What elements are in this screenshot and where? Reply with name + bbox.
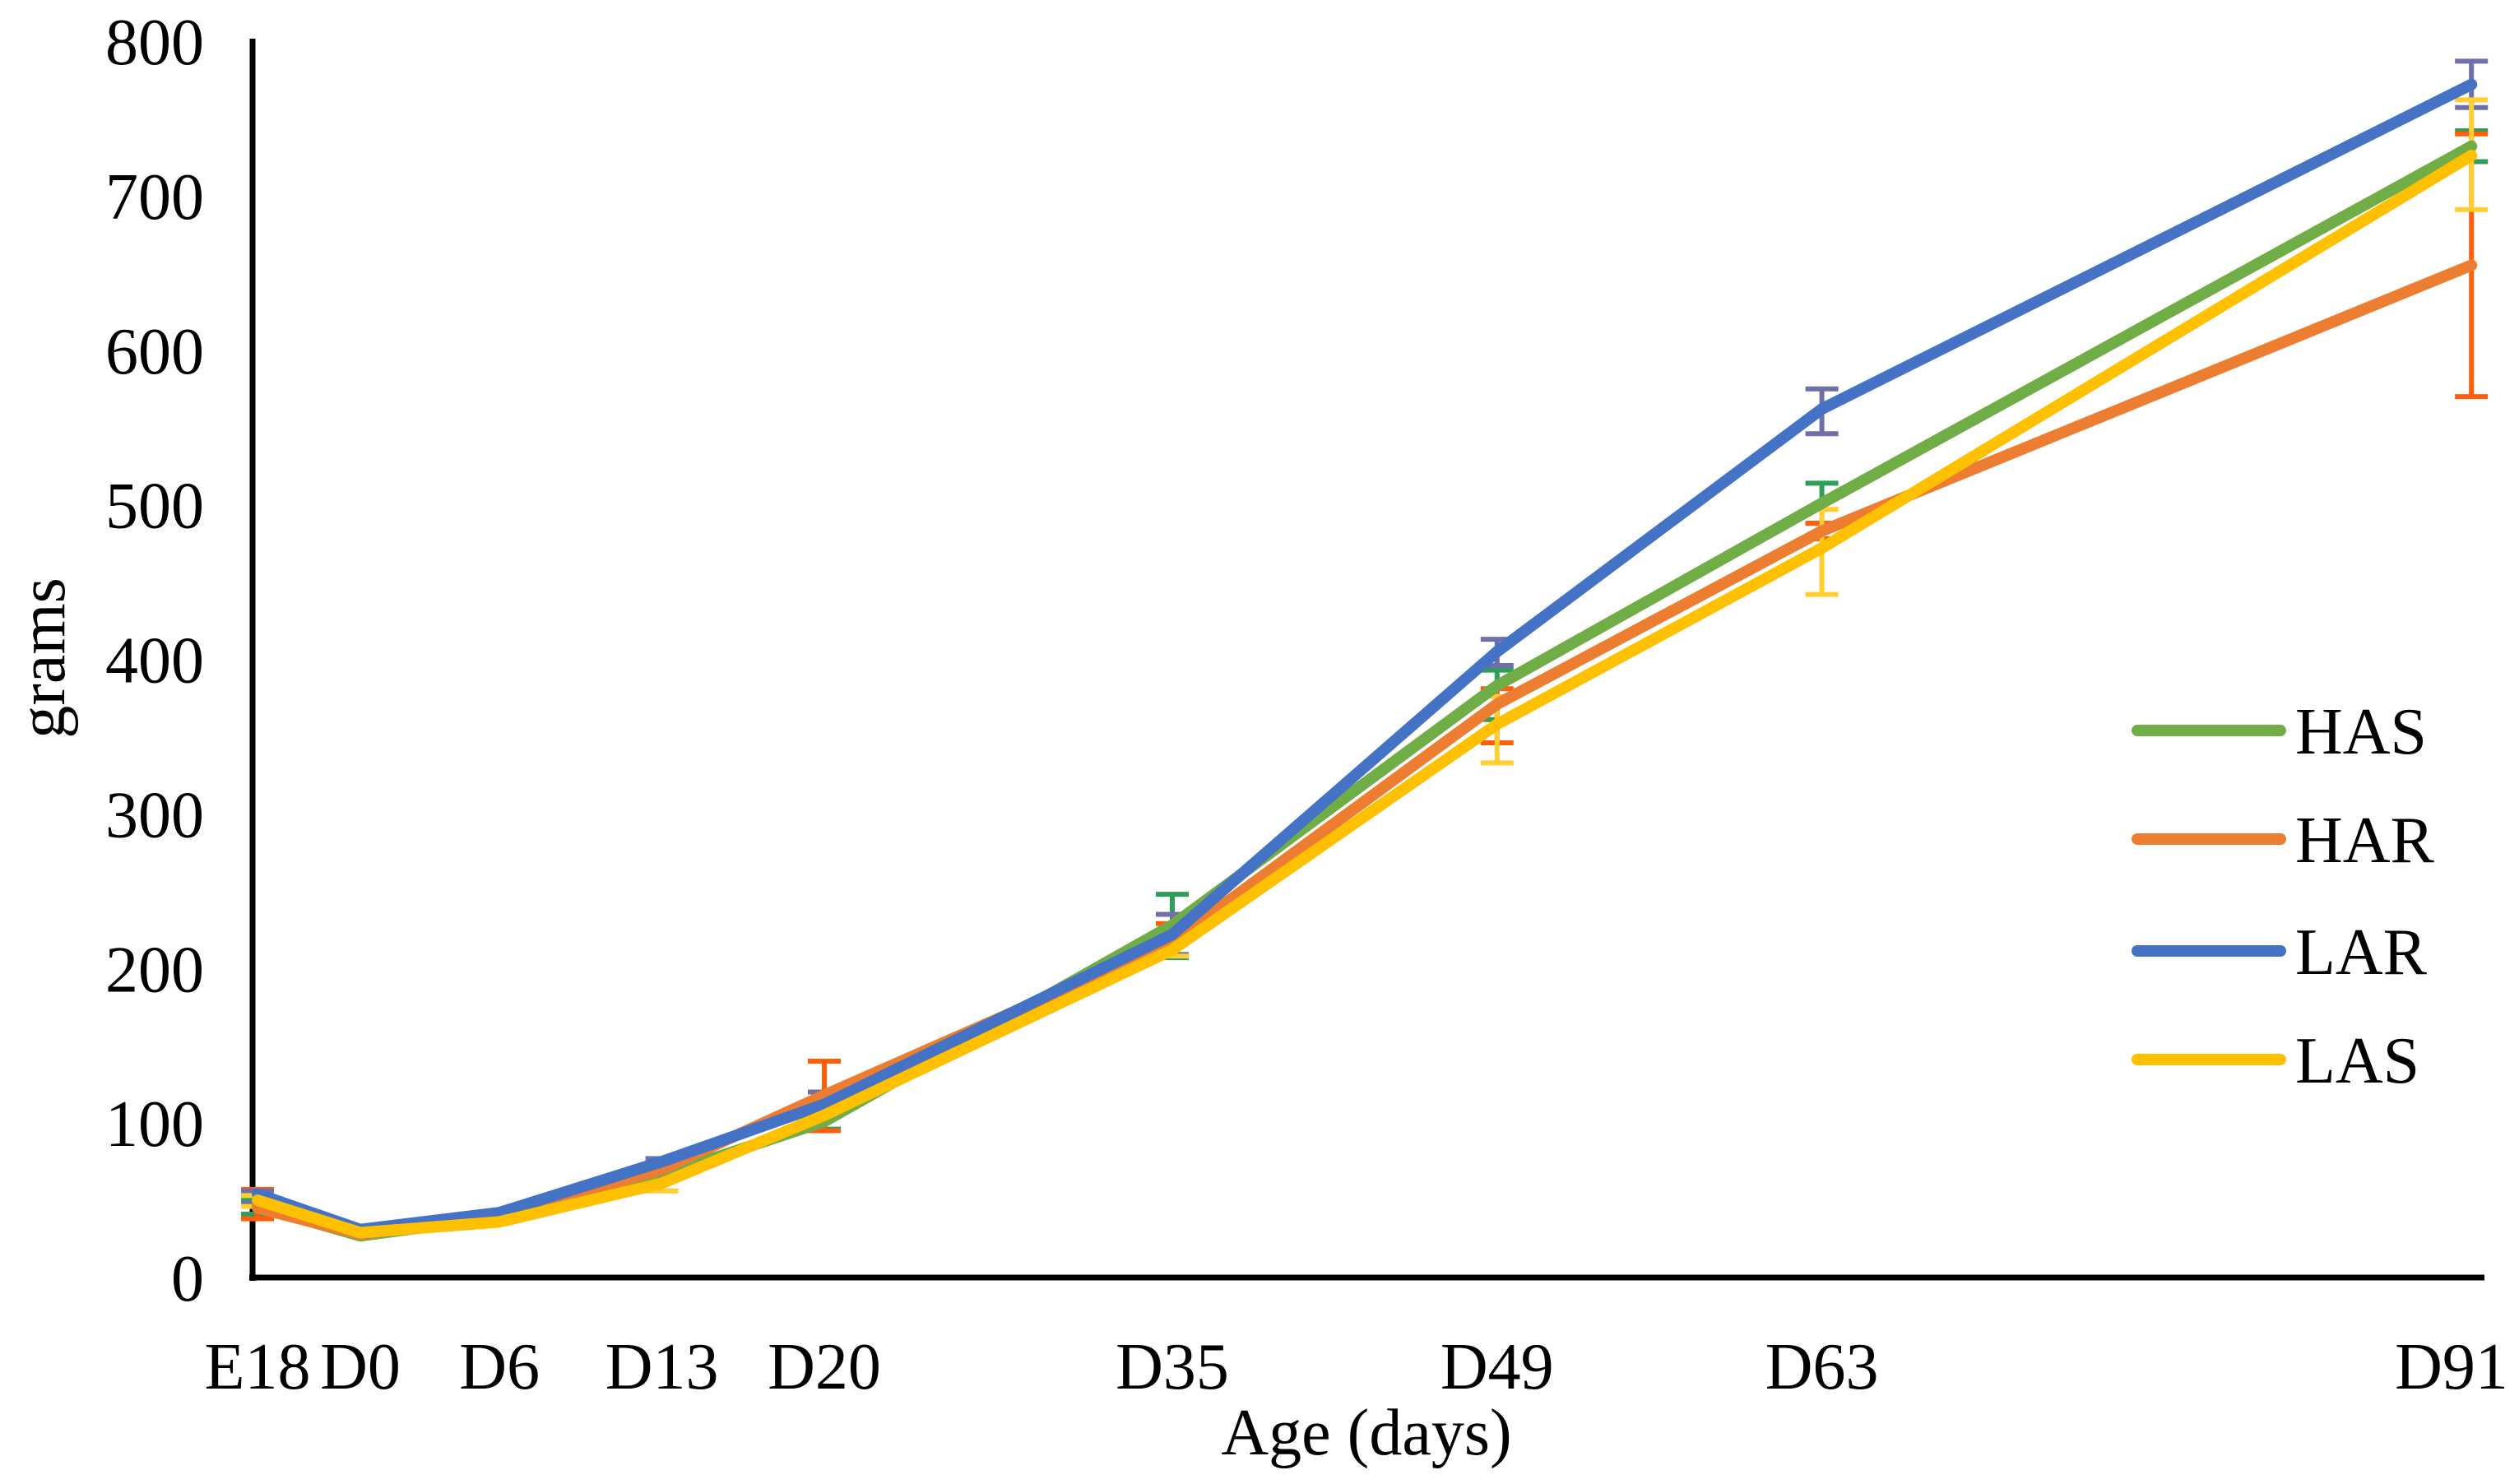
y-tick-label-0: 0 (171, 1243, 204, 1315)
legend-label-LAR: LAR (2295, 916, 2428, 989)
legend-item-HAR: HAR (2132, 805, 2435, 877)
y-tick-label-600: 600 (105, 316, 204, 388)
legend: HAS HAR LAR LAS (2132, 696, 2435, 1097)
legend-label-HAR: HAR (2295, 805, 2435, 877)
legend-label-HAS: HAS (2295, 696, 2427, 768)
y-tick-label-700: 700 (105, 161, 204, 234)
x-tick-label-D6: D6 (459, 1331, 540, 1403)
legend-item-HAS: HAS (2132, 696, 2427, 768)
x-tick-label-D63: D63 (1765, 1331, 1879, 1403)
y-axis-title: grams (7, 577, 79, 739)
x-tick-labels-layer: E18 D0 D6 D13 D20 D35 D49 D63 D91 (205, 1331, 2508, 1403)
x-tick-label-D49: D49 (1440, 1331, 1554, 1403)
y-tick-label-400: 400 (105, 625, 204, 698)
x-tick-label-D91: D91 (2395, 1331, 2508, 1403)
x-tick-label-D20: D20 (768, 1331, 881, 1403)
y-tick-label-100: 100 (105, 1088, 204, 1161)
y-tick-label-300: 300 (105, 779, 204, 851)
y-tick-label-200: 200 (105, 934, 204, 1006)
y-tick-label-500: 500 (105, 471, 204, 543)
y-tick-label-800: 800 (105, 7, 204, 79)
series-line-HAS (252, 140, 2478, 1242)
x-tick-label-D35: D35 (1116, 1331, 1229, 1403)
series-lines-layer (252, 78, 2478, 1242)
series-line-HAR (252, 259, 2478, 1241)
legend-label-LAS: LAS (2295, 1025, 2419, 1097)
series-line-LAS (252, 150, 2478, 1239)
error-bars-layer (241, 58, 2489, 1222)
legend-item-LAR: LAR (2132, 916, 2428, 989)
x-tick-label-E18: E18 (205, 1331, 311, 1403)
legend-item-LAS: LAS (2132, 1025, 2419, 1097)
x-axis-title: Age (days) (1221, 1397, 1511, 1469)
y-tick-labels-layer: 0 100 200 300 400 500 600 700 800 (105, 7, 204, 1315)
x-tick-label-D13: D13 (605, 1331, 719, 1403)
x-tick-label-D0: D0 (320, 1331, 401, 1403)
